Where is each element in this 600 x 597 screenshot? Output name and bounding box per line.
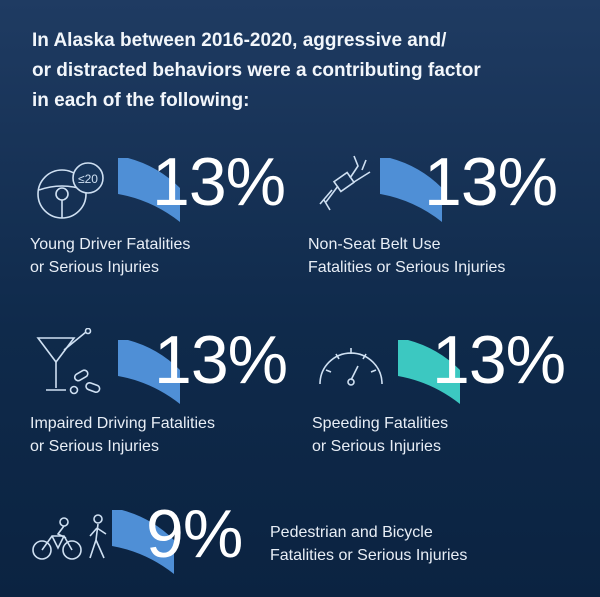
- cocktail-and-pills-icon: [34, 328, 110, 398]
- speedometer-icon: [314, 340, 388, 390]
- stat-young-driver: ≤20 13% Young Driver Fatalities or Serio…: [30, 148, 300, 288]
- speed-sign-text: ≤20: [78, 172, 98, 186]
- percent-value: 13%: [152, 144, 286, 220]
- headline-line: in each of the following:: [32, 90, 250, 111]
- stat-label-line: or Serious Injuries: [30, 259, 159, 276]
- stat-label: Impaired Driving Fatalities or Serious I…: [30, 412, 215, 458]
- percent-value: 13%: [154, 322, 288, 398]
- stat-label-line: Speeding Fatalities: [312, 415, 449, 432]
- percent-value: 13%: [424, 144, 558, 220]
- stat-label-line: or Serious Injuries: [30, 438, 159, 455]
- stat-label: Young Driver Fatalities or Serious Injur…: [30, 233, 190, 279]
- stat-speeding: 13% Speeding Fatalities or Serious Injur…: [312, 326, 588, 466]
- stat-label-line: Fatalities or Serious Injuries: [270, 547, 468, 564]
- blue-swoosh-shape: [380, 158, 442, 222]
- stat-pedestrian-bicycle: 9% Pedestrian and Bicycle Fatalities or …: [30, 500, 590, 580]
- blue-swoosh-shape: [112, 510, 174, 574]
- stat-label: Pedestrian and Bicycle Fatalities or Ser…: [270, 521, 467, 567]
- percent-value: 13%: [432, 322, 566, 398]
- stat-label-line: Fatalities or Serious Injuries: [308, 259, 506, 276]
- teal-swoosh-shape: [398, 340, 460, 404]
- stat-label-line: Pedestrian and Bicycle: [270, 524, 433, 541]
- steering-wheel-speed-limit-icon: ≤20: [32, 156, 108, 222]
- stat-impaired-driving: 13% Impaired Driving Fatalities or Serio…: [30, 326, 300, 466]
- stat-label-line: Impaired Driving Fatalities: [30, 415, 215, 432]
- stat-label-line: Young Driver Fatalities: [30, 236, 191, 253]
- stat-label: Non-Seat Belt Use Fatalities or Serious …: [308, 233, 505, 279]
- blue-swoosh-shape: [118, 340, 180, 404]
- headline: In Alaska between 2016-2020, aggressive …: [32, 26, 572, 116]
- seat-belt-icon: [314, 152, 376, 216]
- blue-swoosh-shape: [118, 158, 180, 222]
- percent-value: 9%: [146, 496, 243, 572]
- headline-line: or distracted behaviors were a contribut…: [32, 60, 481, 81]
- stat-label: Speeding Fatalities or Serious Injuries: [312, 412, 448, 458]
- headline-line: In Alaska between 2016-2020, aggressive …: [32, 30, 447, 51]
- cyclist-and-pedestrian-icon: [30, 512, 116, 564]
- stat-label-line: or Serious Injuries: [312, 438, 441, 455]
- stat-label-line: Non-Seat Belt Use: [308, 236, 441, 253]
- stat-non-seat-belt: 13% Non-Seat Belt Use Fatalities or Seri…: [308, 148, 588, 288]
